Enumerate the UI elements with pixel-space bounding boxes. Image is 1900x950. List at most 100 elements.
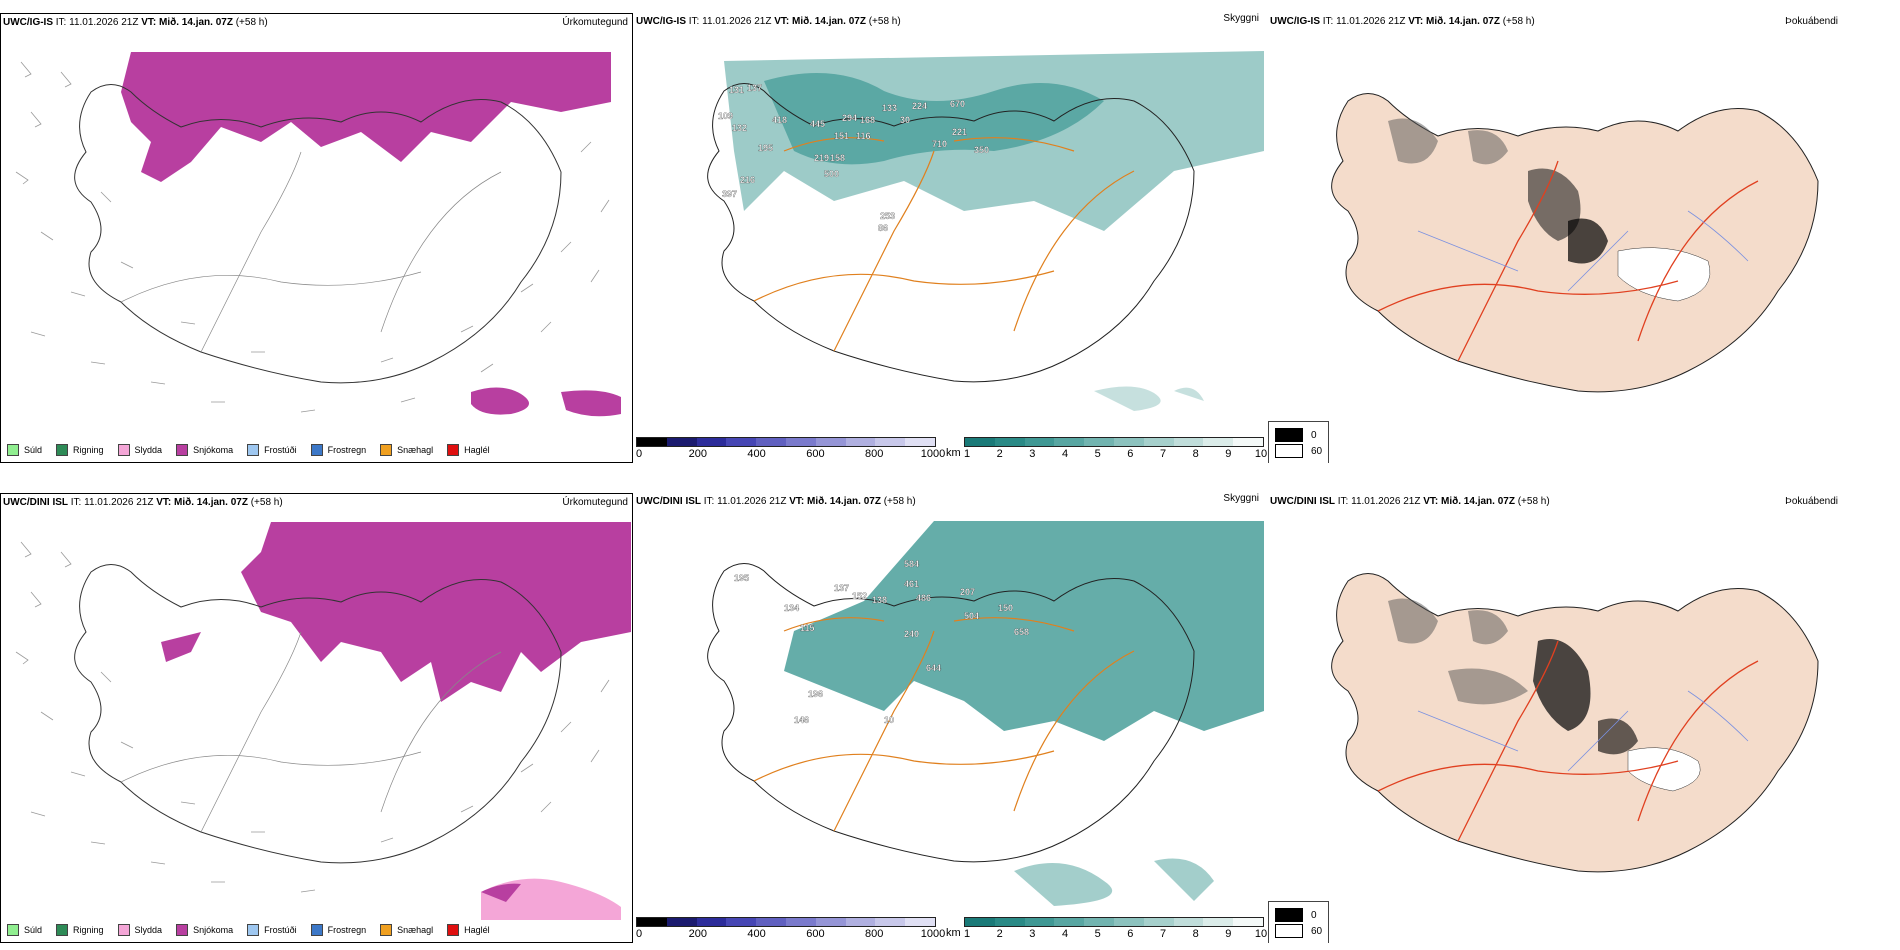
ceiling-label: 224	[912, 101, 927, 111]
colorbar-tick: 10	[1254, 448, 1267, 460]
ceiling-label: 350	[974, 145, 989, 155]
colorbar-tick: 3	[1029, 928, 1036, 940]
legend-swatch	[380, 924, 393, 936]
vt-label: VT:	[774, 16, 790, 27]
ceiling-label: 109	[718, 111, 733, 121]
legend-label: Snæhagl	[397, 925, 434, 935]
iceland-outline	[707, 563, 1195, 863]
colorbar-segment	[726, 438, 757, 446]
colorbar-segment	[994, 438, 1025, 446]
ceiling-label: 168	[860, 115, 875, 125]
colorbar-segment	[1233, 438, 1263, 446]
ceiling-label: 584	[904, 559, 919, 569]
legend-label: Haglél	[464, 925, 490, 935]
fog-panel-bottom: UWC/DINI ISL IT: 11.01.2026 21Z VT: Mið.…	[1268, 493, 1898, 943]
ceiling-label: 146	[794, 715, 809, 725]
legend-item: Snæhagl	[380, 924, 433, 936]
legend-item: Frostúði	[247, 444, 297, 456]
wind-barbs	[15, 541, 610, 893]
fog-map	[1331, 573, 1819, 873]
vt-value: Mið. 14.jan. 07Z	[792, 16, 866, 27]
colorbar-segment	[905, 918, 935, 926]
lead-time: (+58 h)	[1502, 16, 1535, 27]
model-name: UWC/IG-IS	[636, 16, 686, 27]
colorbar-segment	[965, 918, 995, 926]
it-value: 11.01.2026 21Z	[69, 17, 139, 28]
colorbar-tick: 600	[806, 448, 825, 460]
colorbar-tick: 400	[747, 448, 766, 460]
legend-swatch	[247, 444, 260, 456]
snow-area-north	[241, 522, 631, 702]
legend-label: Snæhagl	[397, 445, 434, 455]
legend-item: Slydda	[117, 444, 163, 456]
ceiling-label: 116	[856, 131, 871, 141]
colorbar-segment	[1143, 438, 1174, 446]
colorbar-segment	[815, 438, 846, 446]
colorbar-tick: 9	[1225, 448, 1232, 460]
panel-header: UWC/IG-IS IT: 11.01.2026 21Z VT: Mið. 14…	[3, 17, 268, 28]
fog-label: 0	[1311, 909, 1317, 921]
it-value: 11.01.2026 21Z	[702, 16, 772, 27]
fog-swatch	[1275, 444, 1303, 458]
colorbar-tick: 200	[688, 448, 707, 460]
colorbar-segment	[815, 918, 846, 926]
colorbar-segment	[965, 438, 995, 446]
colorbar-segment	[1233, 918, 1263, 926]
ceiling-label: 131	[729, 85, 744, 95]
legend-swatch	[447, 924, 460, 936]
vt-label: VT:	[1408, 16, 1424, 27]
lead-time: (+58 h)	[883, 496, 916, 507]
colorbar-segment	[666, 918, 697, 926]
colorbar-segment	[666, 438, 697, 446]
legend-label: Slydda	[134, 445, 163, 455]
ceiling-label: 445	[810, 119, 825, 129]
colorbar-tick: 5	[1094, 448, 1101, 460]
snow-area-north	[121, 52, 611, 182]
field-name: Þokuábendi	[1785, 496, 1838, 507]
roads	[120, 631, 502, 833]
snow-area-southeast	[471, 387, 621, 417]
panel-header: UWC/IG-IS IT: 11.01.2026 21Z VT: Mið. 14…	[1270, 16, 1535, 27]
colorbar-tick: 8	[1192, 928, 1199, 940]
ceiling-label: 133	[882, 103, 897, 113]
ceiling-label: 195	[734, 573, 749, 583]
colorbar-segment	[1024, 918, 1055, 926]
legend-label: Rigning	[73, 445, 104, 455]
colorbar-tick: 200	[688, 928, 707, 940]
legend-label: Haglél	[464, 445, 490, 455]
ceiling-label: 216	[740, 175, 755, 185]
colorbar-segment	[696, 438, 727, 446]
ceiling-label: 196	[808, 689, 823, 699]
ceiling-label: 134	[784, 603, 799, 613]
colorbar-segment	[845, 438, 876, 446]
colorbar-tick: 5	[1094, 928, 1101, 940]
colorbar-tick: 1000	[920, 448, 946, 460]
legend-swatch	[247, 924, 260, 936]
visibility-unit: km	[946, 927, 961, 939]
colorbar-segment	[905, 438, 935, 446]
it-value: 11.01.2026 21Z	[84, 497, 154, 508]
it-label: IT:	[1337, 496, 1349, 507]
ceiling-label: 137	[834, 583, 849, 593]
fog-panel-top: UWC/IG-IS IT: 11.01.2026 21Z VT: Mið. 14…	[1268, 13, 1898, 463]
it-label: IT:	[688, 16, 700, 27]
colorbar-tick: 9	[1225, 928, 1232, 940]
legend-swatch	[310, 924, 323, 936]
lead-time: (+58 h)	[1517, 496, 1550, 507]
visibility-colorbar: 1 2 3 4 5 6 7 8 9 10 km	[946, 917, 1267, 941]
colorbar-segment	[637, 438, 667, 446]
colorbar-segment	[1024, 438, 1055, 446]
wind-barbs	[15, 61, 610, 413]
ceiling-label: 500	[824, 169, 839, 179]
ceiling-label: 219	[814, 153, 829, 163]
colorbar-segment	[1203, 918, 1234, 926]
colorbar-segment	[756, 438, 786, 446]
legend-item: Frostregn	[310, 924, 366, 936]
ceiling-label: 207	[960, 587, 975, 597]
legend-item: Snæhagl	[380, 444, 433, 456]
lead-time: (+58 h)	[868, 16, 901, 27]
legend-swatch	[176, 924, 189, 936]
model-name: UWC/DINI ISL	[636, 496, 701, 507]
ceiling-label: 158	[830, 153, 845, 163]
legend-item: Snjókoma	[176, 444, 233, 456]
